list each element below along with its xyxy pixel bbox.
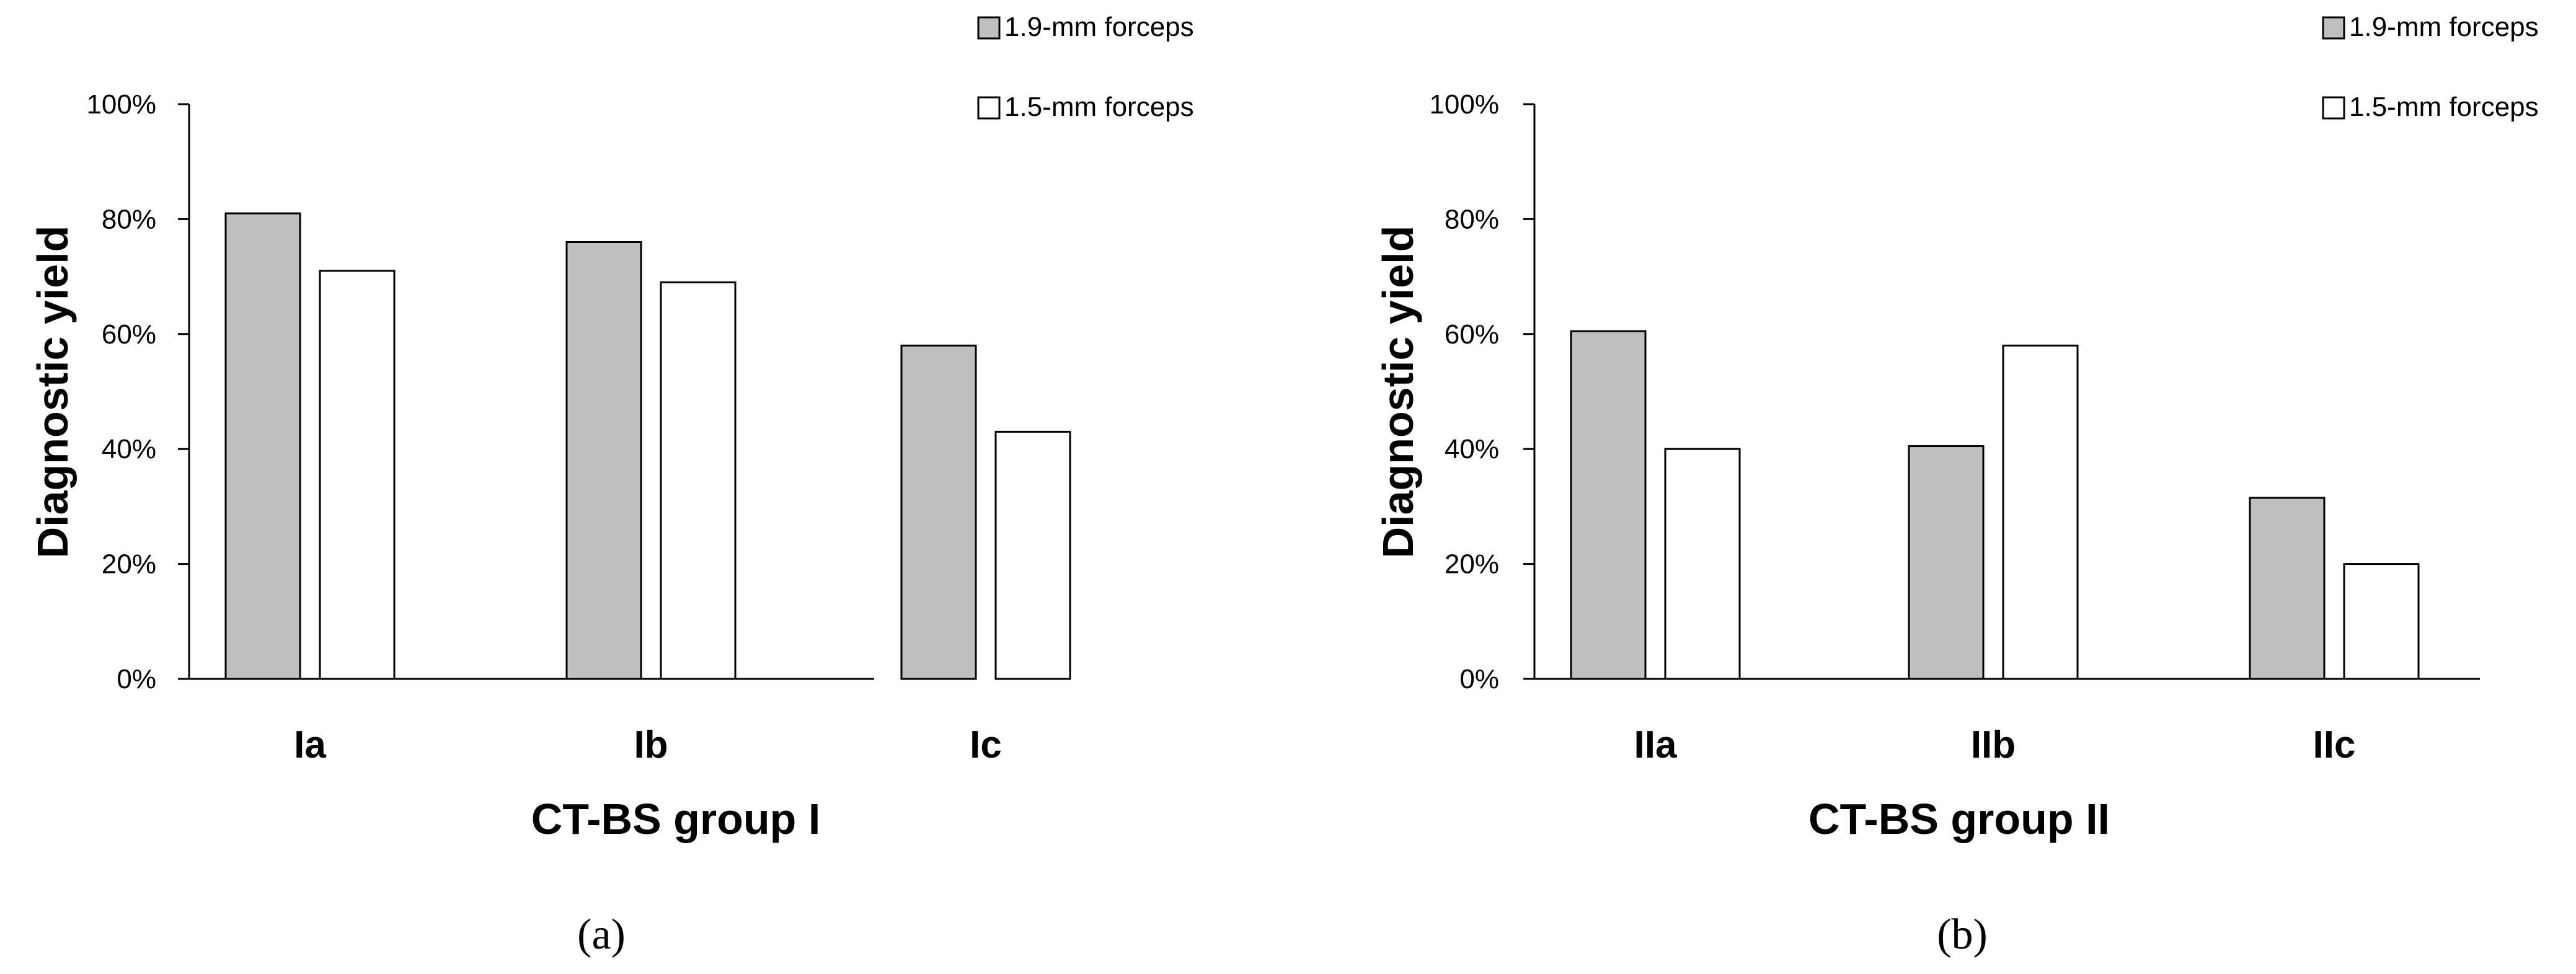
x-axis-title: CT-BS group I [531, 795, 821, 843]
y-tick-label: 20% [102, 549, 156, 580]
y-tick-label: 0% [1459, 664, 1499, 694]
x-category-label: IIc [2313, 724, 2356, 766]
bar-ic-series-0 [900, 344, 977, 680]
y-tick-label: 60% [1445, 319, 1499, 350]
legend-swatch-1 [2322, 96, 2345, 120]
y-tick-label: 80% [102, 204, 156, 234]
x-axis-title: CT-BS group II [1808, 795, 2110, 843]
x-category-label: Ia [294, 724, 326, 766]
bar-ic-series-1 [994, 430, 1071, 680]
bar-iia-series-0 [1570, 330, 1647, 680]
x-category-label: IIb [1971, 724, 2016, 766]
y-axis-title: Diagnostic yield [29, 226, 77, 559]
legend-entry-1: 1.5-mm forceps [2349, 92, 2539, 122]
y-tick-label: 60% [102, 319, 156, 350]
bar-iic-series-1 [2343, 563, 2420, 680]
legend-swatch-0 [977, 16, 1001, 40]
y-tick-label: 80% [1445, 204, 1499, 234]
bar-iic-series-0 [2249, 497, 2326, 680]
bar-ia-series-0 [224, 212, 301, 680]
y-tick-label: 40% [102, 434, 156, 464]
bar-iia-series-1 [1664, 448, 1741, 680]
bar-iib-series-1 [2002, 344, 2079, 680]
x-category-label: Ib [634, 724, 668, 766]
y-tick-label: 0% [117, 664, 156, 694]
legend-entry-0: 1.9-mm forceps [1004, 12, 1194, 42]
bar-iib-series-0 [1908, 445, 1985, 680]
y-axis-title: Diagnostic yield [1374, 226, 1422, 559]
x-category-label: IIa [1634, 724, 1677, 766]
y-tick-label: 40% [1445, 434, 1499, 464]
y-tick-label: 20% [1445, 549, 1499, 580]
panel-label: (b) [1937, 911, 1988, 959]
y-tick-label: 100% [86, 89, 156, 120]
chart-panel-b: 0% 20% 40% 60% 80% 100% IIa IIb IIc CT-BS group I… [1374, 12, 2539, 959]
chart-panel-a: 0% 20% 40% 60% 80% 100% Ia Ib Ic CT-BS group I Dia… [29, 12, 1194, 959]
bar-ib-series-0 [565, 241, 642, 680]
y-tick-label: 100% [1429, 89, 1499, 120]
legend-entry-1: 1.5-mm forceps [1004, 92, 1194, 122]
bar-ib-series-1 [660, 281, 737, 680]
legend-entry-0: 1.9-mm forceps [2349, 12, 2539, 42]
bar-ia-series-1 [319, 270, 396, 680]
legend-swatch-0 [2322, 16, 2345, 40]
panel-label: (a) [577, 911, 626, 959]
legend-swatch-1 [977, 96, 1001, 120]
x-category-label: Ic [970, 724, 1002, 766]
